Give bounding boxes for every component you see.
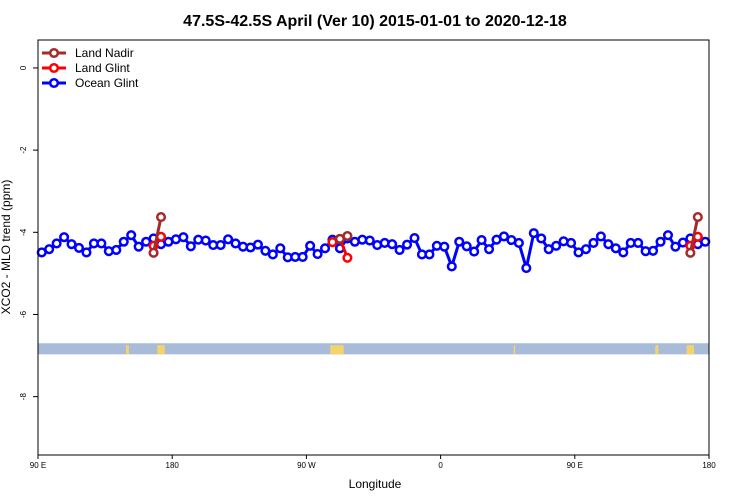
series-line-land-nadir	[688, 216, 700, 254]
data-point-ocean-glint	[133, 241, 144, 252]
data-point-ocean-glint	[59, 232, 70, 243]
data-point-ocean-glint	[566, 237, 577, 249]
data-point-ocean-glint	[118, 236, 129, 247]
y-tick-label: -6	[19, 310, 28, 318]
data-point-ocean-glint	[215, 239, 226, 251]
data-point-ocean-glint	[111, 244, 122, 256]
data-point-ocean-glint	[66, 239, 77, 250]
legend-label: Land Glint	[75, 61, 130, 75]
data-point-land-nadir	[155, 212, 167, 223]
data-point-ocean-glint	[44, 244, 55, 255]
data-point-ocean-glint	[51, 238, 62, 249]
data-point-ocean-glint	[267, 249, 278, 260]
data-point-ocean-glint	[618, 247, 629, 258]
data-point-ocean-glint	[484, 244, 495, 255]
data-point-ocean-glint	[633, 237, 644, 249]
data-point-ocean-glint	[454, 236, 465, 247]
data-point-ocean-glint	[446, 261, 457, 272]
data-point-ocean-glint	[275, 243, 286, 254]
x-tick-label: 180	[166, 461, 180, 470]
data-point-ocean-glint	[670, 241, 681, 252]
data-point-ocean-glint	[595, 231, 606, 242]
data-point-ocean-glint	[662, 230, 674, 241]
x-tick-label: 0	[438, 461, 443, 470]
ocean-band	[38, 343, 709, 355]
data-point-ocean-glint	[580, 244, 592, 255]
data-point-ocean-glint	[610, 243, 621, 254]
x-tick-label: 90 E	[30, 461, 46, 470]
data-point-ocean-glint	[96, 238, 107, 249]
land-patch	[330, 345, 344, 355]
data-point-ocean-glint	[603, 239, 614, 250]
data-point-ocean-glint	[521, 262, 532, 274]
legend-marker	[48, 47, 60, 59]
x-tick-label: 180	[702, 461, 716, 470]
legend-label: Ocean Glint	[75, 76, 139, 90]
data-point-ocean-glint	[700, 236, 711, 247]
plot-frame	[37, 39, 710, 456]
legend-marker	[48, 62, 60, 74]
data-point-ocean-glint	[498, 231, 510, 242]
data-point-ocean-glint	[588, 237, 599, 249]
data-point-ocean-glint	[200, 235, 211, 246]
data-point-ocean-glint	[185, 241, 196, 252]
data-point-ocean-glint	[424, 249, 435, 260]
y-tick-label: -8	[19, 393, 28, 401]
data-point-ocean-glint	[312, 249, 323, 260]
data-point-ocean-glint	[297, 251, 308, 263]
data-point-ocean-glint	[73, 242, 85, 253]
data-point-ocean-glint	[409, 232, 420, 244]
data-point-ocean-glint	[536, 233, 547, 244]
data-point-ocean-glint	[439, 241, 450, 252]
x-tick-label: 90 E	[567, 461, 583, 470]
data-point-ocean-glint	[648, 245, 659, 256]
land-patch	[513, 345, 516, 355]
land-patch	[655, 345, 659, 355]
data-point-ocean-glint	[655, 236, 666, 247]
y-axis: 0 -2 -4 -6 -8	[19, 65, 38, 400]
data-point-land-glint	[342, 252, 353, 263]
x-axis-label: Longitude	[349, 477, 402, 491]
chart-title: 47.5S-42.5S April (Ver 10) 2015-01-01 to…	[183, 13, 567, 30]
y-tick-label: 0	[19, 65, 28, 70]
data-point-ocean-glint	[260, 245, 271, 256]
data-point-ocean-glint	[126, 230, 137, 241]
data-point-ocean-glint	[551, 240, 562, 251]
data-point-land-nadir	[148, 247, 159, 258]
data-point-ocean-glint	[305, 240, 316, 251]
data-point-ocean-glint	[178, 232, 189, 243]
data-point-land-nadir	[342, 230, 353, 242]
data-point-ocean-glint	[469, 246, 480, 257]
data-point-ocean-glint	[387, 239, 398, 250]
land-patch	[686, 345, 695, 355]
data-point-land-nadir	[692, 212, 703, 223]
data-point-ocean-glint	[319, 243, 331, 254]
data-point-ocean-glint	[476, 235, 487, 246]
data-point-ocean-glint	[402, 239, 413, 250]
y-tick-label: -4	[19, 228, 28, 236]
data-point-ocean-glint	[513, 237, 524, 249]
data-point-ocean-glint	[223, 234, 234, 245]
land-patch	[157, 345, 165, 355]
series-line-land-nadir	[152, 216, 163, 254]
data-point-ocean-glint	[364, 235, 375, 246]
legend-marker	[48, 77, 60, 89]
data-point-ocean-glint	[528, 228, 539, 239]
data-point-ocean-glint	[252, 239, 263, 250]
y-tick-label: -2	[19, 146, 28, 154]
data-point-ocean-glint	[81, 247, 92, 258]
data-point-ocean-glint	[461, 241, 472, 252]
data-point-land-nadir	[685, 247, 696, 258]
legend-label: Land Nadir	[75, 46, 134, 60]
data-point-ocean-glint	[394, 244, 405, 256]
x-tick-label: 90 W	[297, 461, 316, 470]
y-axis-label: XCO2 - MLO trend (ppm)	[0, 180, 13, 315]
plot-area	[36, 212, 711, 355]
x-axis: 90 E 180 90 W 0 90 E 180	[30, 455, 716, 470]
land-patch	[125, 345, 129, 355]
